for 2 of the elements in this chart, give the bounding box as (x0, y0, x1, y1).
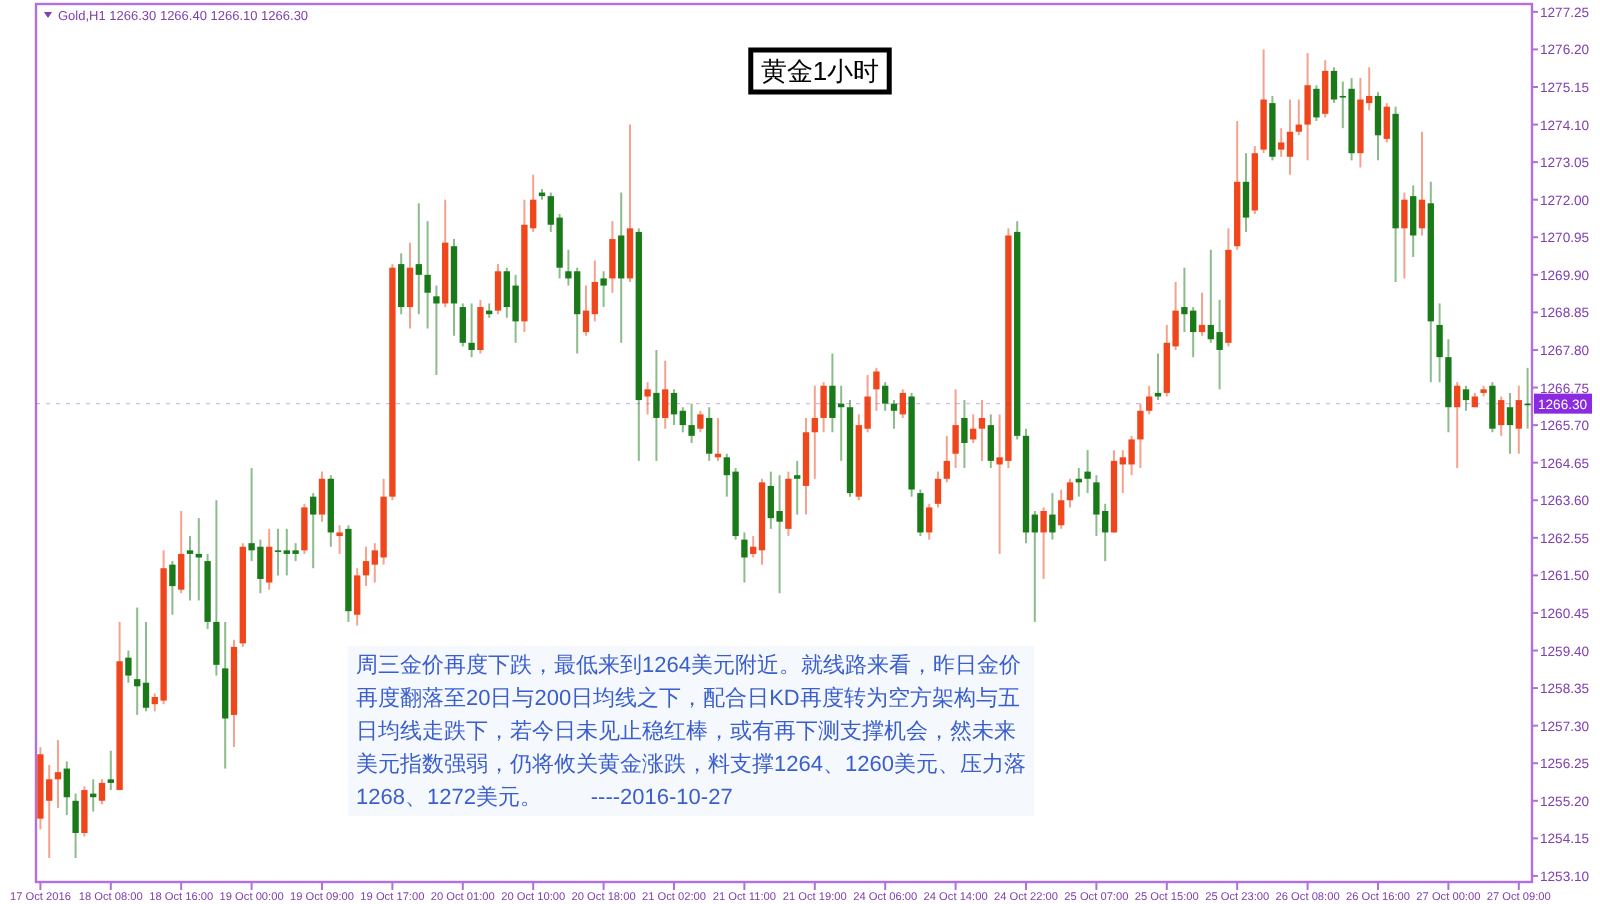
text: 黄金1小时 (760, 56, 880, 86)
annotation: 周三金价再度下跌，最低来到1264美元附近。就线路来看，昨日金价再度翻落至20日与200日均线之下，配合日KD再度转为空方架构与五日均线走跌下，若今日未见止稳红棒，或有再下测支撑机会，然未来美元指数强弱，仍将攸关黄金涨跌，料支撑1264、1260美元、压力落1268、1272美元。 ----2016-10-27 (356, 652, 1026, 810)
